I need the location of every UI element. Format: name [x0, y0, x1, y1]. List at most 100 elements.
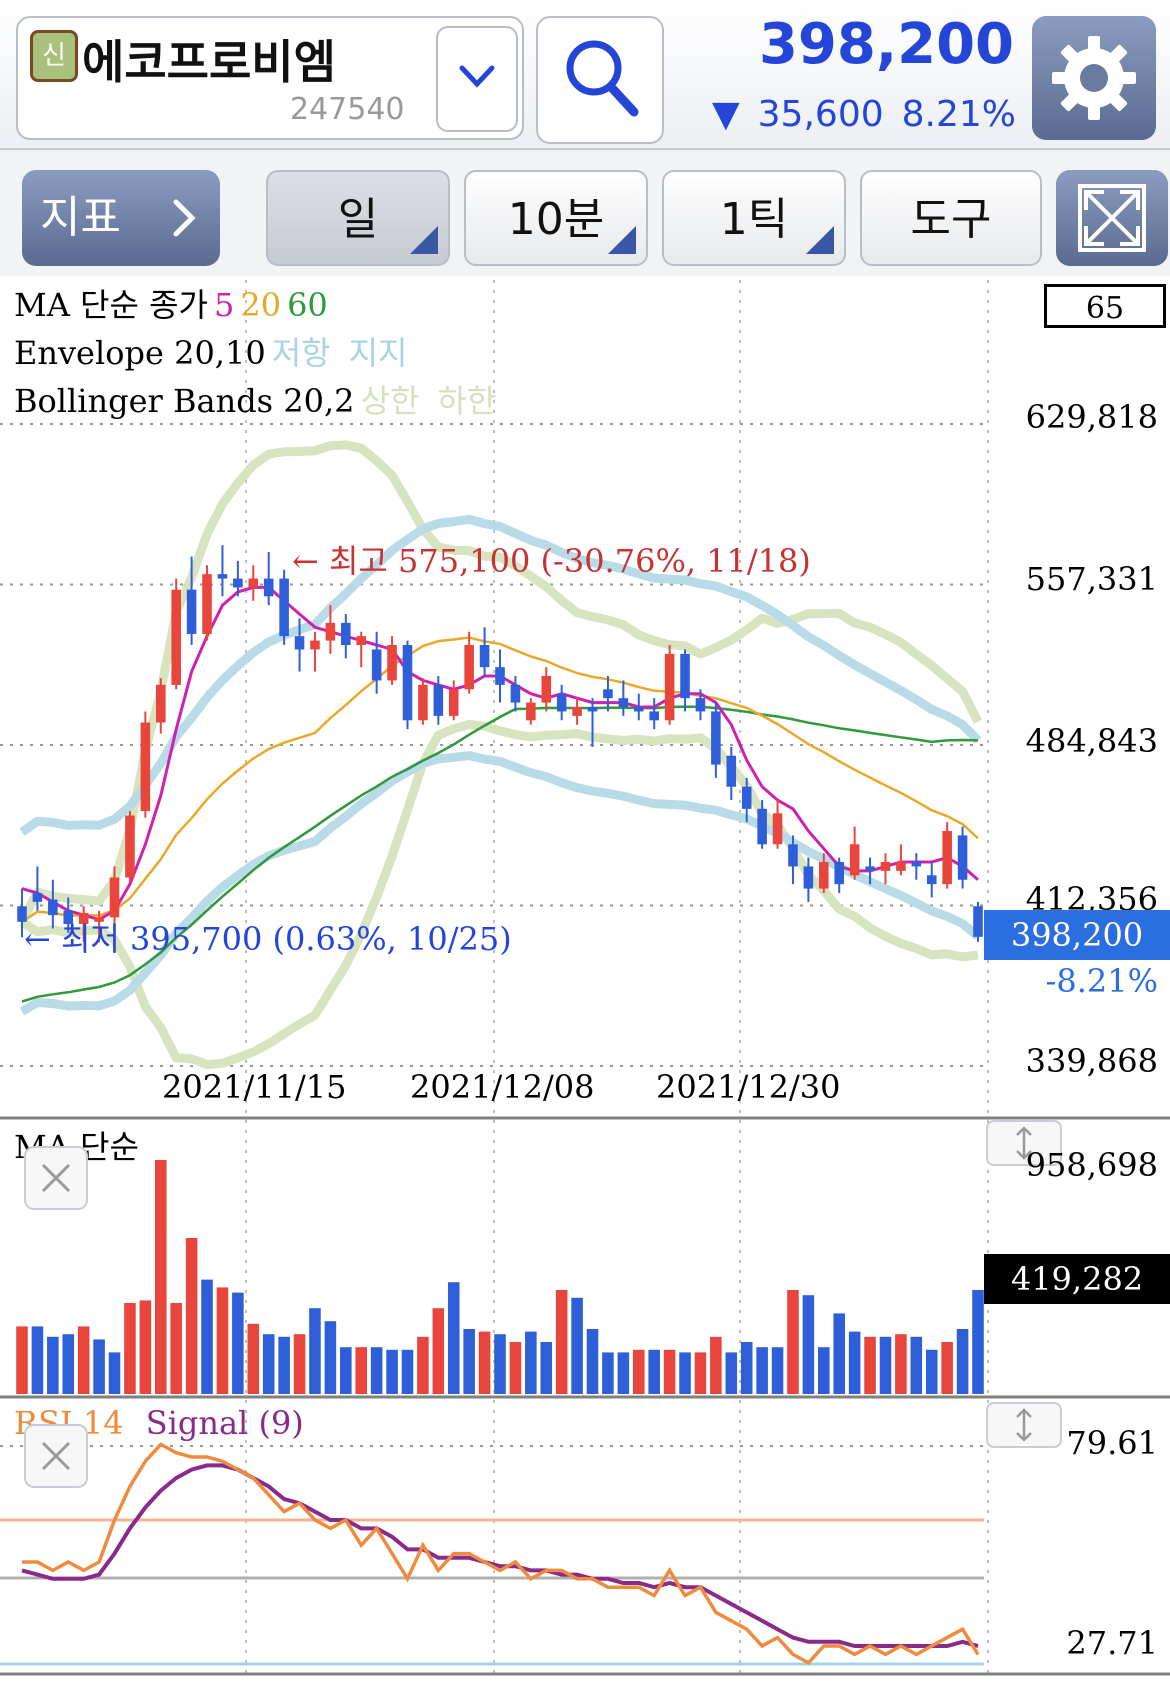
candle-body	[17, 906, 27, 922]
bollinger-upper-line	[17, 440, 983, 924]
candle-body	[664, 653, 675, 721]
candle-body	[279, 578, 289, 637]
volume-bar	[833, 1313, 846, 1394]
stock-dropdown-button[interactable]	[436, 26, 518, 132]
candle-body	[942, 831, 952, 885]
resize-rsi-panel-button[interactable]	[986, 1402, 1062, 1448]
volume-bar	[108, 1352, 121, 1394]
rsi-signal-line	[21, 1463, 979, 1648]
chevron-right-icon	[173, 199, 196, 237]
resize-vertical-icon	[1016, 1126, 1032, 1160]
candle-body	[633, 707, 644, 712]
volume-bar	[447, 1282, 460, 1394]
volume-bar	[62, 1334, 75, 1394]
indicator-button[interactable]: 지표	[22, 170, 220, 266]
candle-body	[819, 862, 829, 889]
candle-body	[479, 645, 490, 668]
volume-bar	[124, 1303, 136, 1394]
gear-icon	[1052, 36, 1136, 120]
ma-legend: MA 단순 종가 5 20 60	[14, 280, 328, 326]
candle-body	[572, 707, 582, 716]
credit-badge: 신	[30, 30, 78, 82]
volume-bar	[478, 1331, 491, 1394]
envelope-label: Envelope 20,10	[14, 334, 266, 372]
rsi-y-bottom-label: 27.71	[1066, 1624, 1158, 1662]
period-minute-button[interactable]: 10분	[464, 170, 648, 266]
search-button[interactable]	[536, 16, 664, 144]
volume-bar	[756, 1347, 768, 1394]
down-arrow-icon: ▼	[711, 94, 740, 135]
resize-vertical-icon	[1016, 1408, 1032, 1442]
period-tick-label: 1틱	[719, 194, 789, 245]
candle-body	[356, 636, 367, 646]
volume-bar	[324, 1321, 337, 1394]
candle-body	[109, 877, 120, 918]
candle-body	[834, 862, 845, 885]
period-day-button[interactable]: 일	[266, 170, 450, 266]
candle-body	[973, 906, 983, 937]
ma20-period: 20	[240, 286, 282, 324]
envelope-upper-line	[19, 514, 982, 836]
close-rsi-panel-button[interactable]	[24, 1424, 88, 1488]
close-volume-panel-button[interactable]	[24, 1146, 88, 1210]
resize-volume-panel-button[interactable]	[986, 1120, 1062, 1166]
volume-bar	[494, 1334, 506, 1394]
volume-bar	[617, 1352, 630, 1394]
stock-selector[interactable]: 신 에코프로비엠 247540	[16, 16, 524, 140]
candle-body	[48, 899, 58, 916]
change-amount: 35,600	[757, 94, 884, 135]
candle-body	[896, 862, 906, 871]
bollinger-legend: Bollinger Bands 20,2 상한 하한	[14, 376, 496, 422]
candle-body	[603, 689, 613, 699]
candle-body	[263, 578, 274, 597]
x-axis-label: 2021/12/08	[410, 1068, 595, 1106]
volume-bar	[154, 1160, 167, 1394]
price-change: ▼ 35,600 8.21%	[694, 94, 1016, 135]
stock-name: 에코프로비엠	[82, 35, 336, 89]
ma-legend-label: MA 단순 종가	[14, 286, 208, 324]
volume-bar	[170, 1303, 182, 1394]
envelope-legend: Envelope 20,10 저항 지지	[14, 328, 407, 374]
candle-body	[125, 815, 135, 878]
volume-bar	[232, 1292, 244, 1394]
bollinger-label: Bollinger Bands 20,2	[14, 382, 355, 420]
candle-body	[402, 645, 413, 721]
current-price-tag: 398,200	[984, 910, 1170, 960]
volume-bar	[401, 1349, 414, 1394]
candle-body	[556, 693, 567, 712]
volume-y-top-label: 958,698	[1025, 1146, 1158, 1184]
volume-bar	[139, 1300, 152, 1394]
candle-body	[726, 755, 737, 787]
candle-body	[32, 893, 43, 902]
volume-bar	[632, 1349, 645, 1394]
candle-body	[649, 711, 659, 721]
candle-body	[341, 622, 351, 646]
volume-bar	[925, 1349, 938, 1394]
volume-bar	[663, 1349, 676, 1394]
bollinger-lower-label: 하한	[437, 382, 497, 420]
candle-body	[618, 698, 629, 708]
volume-bar	[818, 1347, 830, 1394]
rsi-line	[22, 1442, 980, 1665]
candle-body	[78, 912, 89, 925]
fullscreen-button[interactable]	[1056, 170, 1168, 266]
volume-bar	[31, 1326, 44, 1394]
tools-button[interactable]: 도구	[860, 170, 1042, 266]
volume-bar	[602, 1352, 614, 1394]
ma60-period: 60	[287, 286, 328, 324]
candle-body	[803, 866, 814, 889]
candle-body	[371, 649, 382, 681]
candle-body	[140, 722, 151, 812]
volume-bar	[648, 1349, 660, 1394]
y-axis-label: 557,331	[1025, 560, 1158, 598]
tools-label: 도구	[910, 194, 992, 245]
volume-bar	[879, 1336, 892, 1394]
candle-body	[865, 866, 875, 871]
volume-bar	[509, 1342, 522, 1394]
period-tick-button[interactable]: 1틱	[662, 170, 846, 266]
signal-title: Signal (9)	[145, 1404, 304, 1442]
settings-button[interactable]	[1032, 16, 1156, 140]
volume-bar	[16, 1326, 28, 1394]
volume-bar	[247, 1323, 260, 1394]
